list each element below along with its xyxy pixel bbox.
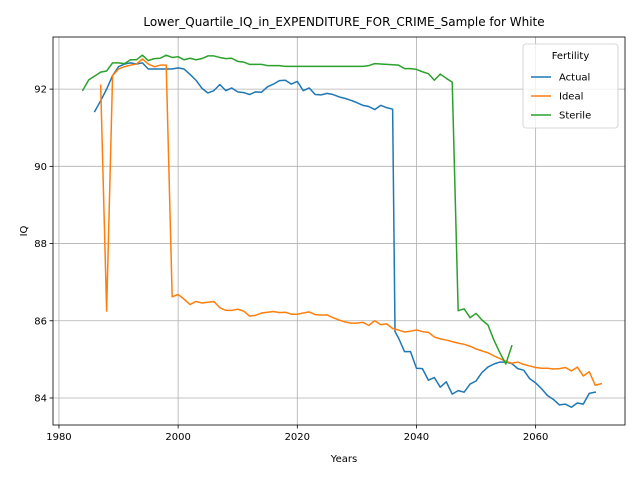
legend-label-sterile: Sterile bbox=[559, 111, 591, 122]
x-tick-label: 2040 bbox=[404, 432, 429, 443]
x-axis-label: Years bbox=[330, 454, 357, 465]
series-line-ideal bbox=[99, 58, 603, 386]
x-tick-label: 2060 bbox=[523, 432, 548, 443]
legend-title: Fertility bbox=[552, 51, 590, 62]
legend-box bbox=[522, 43, 619, 129]
axes: 1980 2000 2020 2040 2060 84 86 88 90 92 bbox=[34, 85, 548, 443]
x-tick-label: 1980 bbox=[46, 432, 71, 443]
y-tick-label: 84 bbox=[34, 393, 47, 404]
legend: Fertility Actual Ideal Sterile bbox=[522, 43, 619, 129]
legend-label-actual: Actual bbox=[559, 73, 590, 84]
y-tick-label: 90 bbox=[34, 162, 47, 173]
series-line-sterile bbox=[81, 54, 513, 365]
y-tick-label: 86 bbox=[34, 316, 47, 327]
plot-frame bbox=[52, 36, 626, 426]
x-tick-label: 2020 bbox=[285, 432, 310, 443]
y-tick-label: 92 bbox=[34, 85, 47, 96]
x-tick-label: 2000 bbox=[165, 432, 190, 443]
y-axis-label: IQ bbox=[19, 225, 30, 236]
series-layer bbox=[81, 54, 603, 408]
legend-label-ideal: Ideal bbox=[559, 92, 583, 103]
chart-title: Lower_Quartile_IQ_in_EXPENDITURE_FOR_CRI… bbox=[143, 15, 544, 29]
y-tick-label: 88 bbox=[34, 239, 47, 250]
